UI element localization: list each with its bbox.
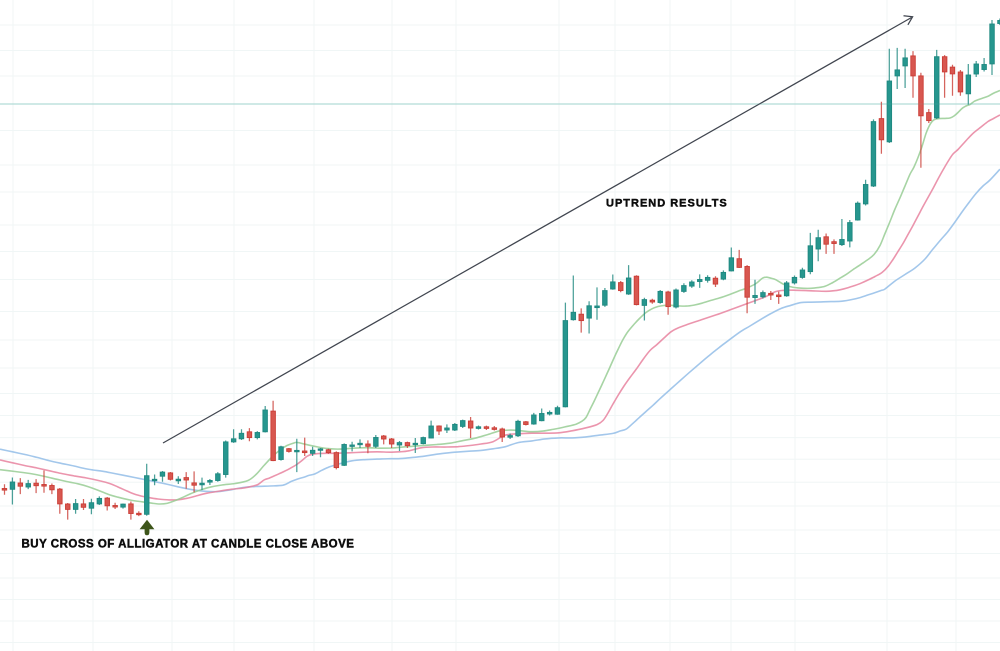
svg-text:BUY CROSS OF ALLIGATOR AT CAND: BUY CROSS OF ALLIGATOR AT CANDLE CLOSE A… — [22, 539, 355, 551]
svg-text:UPTREND RESULTS: UPTREND RESULTS — [606, 198, 728, 210]
